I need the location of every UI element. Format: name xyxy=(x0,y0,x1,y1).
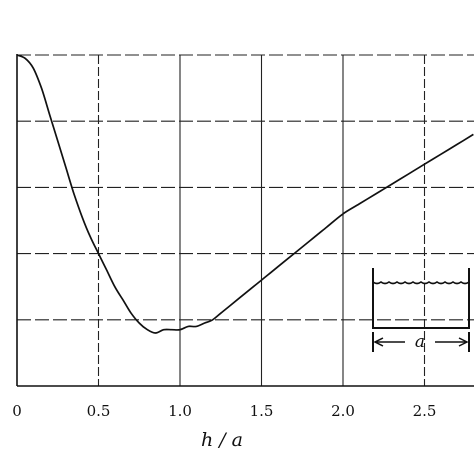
x-axis-title: h / a xyxy=(201,429,243,451)
x-tick-labels: 0 0.5 1.0 1.5 2.0 2.5 xyxy=(12,402,436,420)
tank-inset xyxy=(372,268,470,352)
liquid-surface xyxy=(372,281,470,285)
grid xyxy=(17,54,474,386)
x-tick-label-1: 0.5 xyxy=(87,402,111,420)
tank-outline xyxy=(372,268,470,329)
x-tick-label-3: 1.5 xyxy=(250,402,274,420)
x-tick-label-0: 0 xyxy=(12,402,22,420)
series-line-0 xyxy=(16,54,474,334)
dimension-arrow-right xyxy=(458,337,469,347)
axes xyxy=(16,54,474,387)
x-tick-label-4: 2.0 xyxy=(331,402,355,420)
dimension-arrow-left xyxy=(373,337,384,347)
x-tick-label-5: 2.5 xyxy=(413,402,437,420)
x-tick-label-2: 1.0 xyxy=(168,402,192,420)
series-layer xyxy=(16,54,474,334)
inset-width-label: a xyxy=(415,332,425,352)
